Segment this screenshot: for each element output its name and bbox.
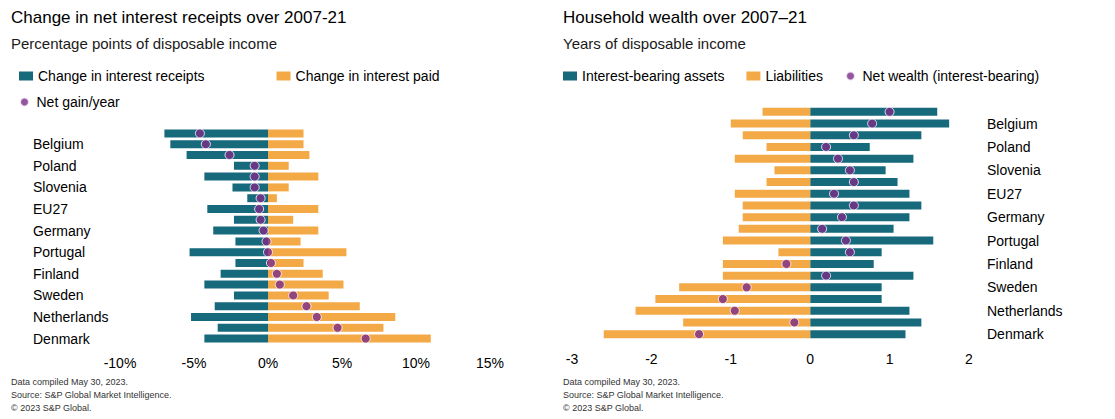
svg-text:© 2023 S&P Global.: © 2023 S&P Global. [11,403,92,413]
svg-text:Finland: Finland [33,266,79,282]
svg-text:EU27: EU27 [987,186,1022,202]
svg-text:EU27: EU27 [33,201,68,217]
svg-text:Belgium: Belgium [33,136,84,152]
svg-text:Portugal: Portugal [33,244,85,260]
svg-text:Sweden: Sweden [987,279,1038,295]
svg-text:Years of disposable income: Years of disposable income [563,35,746,52]
svg-text:Sweden: Sweden [33,287,84,303]
svg-text:-3: -3 [566,351,579,367]
svg-text:-1: -1 [725,351,738,367]
svg-text:© 2023 S&P Global.: © 2023 S&P Global. [563,403,644,413]
svg-text:Source: S&P Global Market Inte: Source: S&P Global Market Intelligence. [563,390,723,400]
svg-text:1: 1 [886,351,894,367]
svg-text:0%: 0% [258,355,278,371]
svg-text:2: 2 [965,351,973,367]
svg-text:Source: S&P Global Market Inte: Source: S&P Global Market Intelligence. [11,390,171,400]
svg-text:-2: -2 [645,351,658,367]
svg-text:Data compiled May 30, 2023.: Data compiled May 30, 2023. [11,377,128,387]
svg-text:Data compiled May 30, 2023.: Data compiled May 30, 2023. [563,377,680,387]
svg-text:Household wealth over 2007–21: Household wealth over 2007–21 [563,8,807,27]
svg-text:Finland: Finland [987,256,1033,272]
svg-text:Percentage points of disposabl: Percentage points of disposable income [11,35,277,52]
svg-text:0: 0 [806,351,814,367]
svg-text:Germany: Germany [987,209,1045,225]
svg-text:Change in interest paid: Change in interest paid [296,68,440,84]
svg-text:Liabilities: Liabilities [765,68,823,84]
svg-text:Belgium: Belgium [987,116,1038,132]
svg-text:Poland: Poland [987,139,1031,155]
svg-text:-10%: -10% [104,355,137,371]
svg-text:Denmark: Denmark [987,326,1045,342]
svg-text:Slovenia: Slovenia [33,179,87,195]
svg-text:Net wealth (interest-bearing): Net wealth (interest-bearing) [862,68,1039,84]
svg-text:Change in interest receipts: Change in interest receipts [38,68,205,84]
svg-text:Germany: Germany [33,223,91,239]
svg-text:5%: 5% [332,355,352,371]
svg-text:Net gain/year: Net gain/year [37,94,121,110]
svg-text:-5%: -5% [182,355,207,371]
svg-text:Netherlands: Netherlands [33,309,109,325]
svg-text:Change in net interest receipt: Change in net interest receipts over 200… [11,8,346,27]
svg-text:Poland: Poland [33,158,77,174]
svg-text:Slovenia: Slovenia [987,162,1041,178]
svg-text:Portugal: Portugal [987,233,1039,249]
svg-text:15%: 15% [476,355,504,371]
svg-text:10%: 10% [402,355,430,371]
svg-text:Interest-bearing assets: Interest-bearing assets [582,68,724,84]
svg-text:Denmark: Denmark [33,331,91,347]
svg-text:Netherlands: Netherlands [987,303,1063,319]
